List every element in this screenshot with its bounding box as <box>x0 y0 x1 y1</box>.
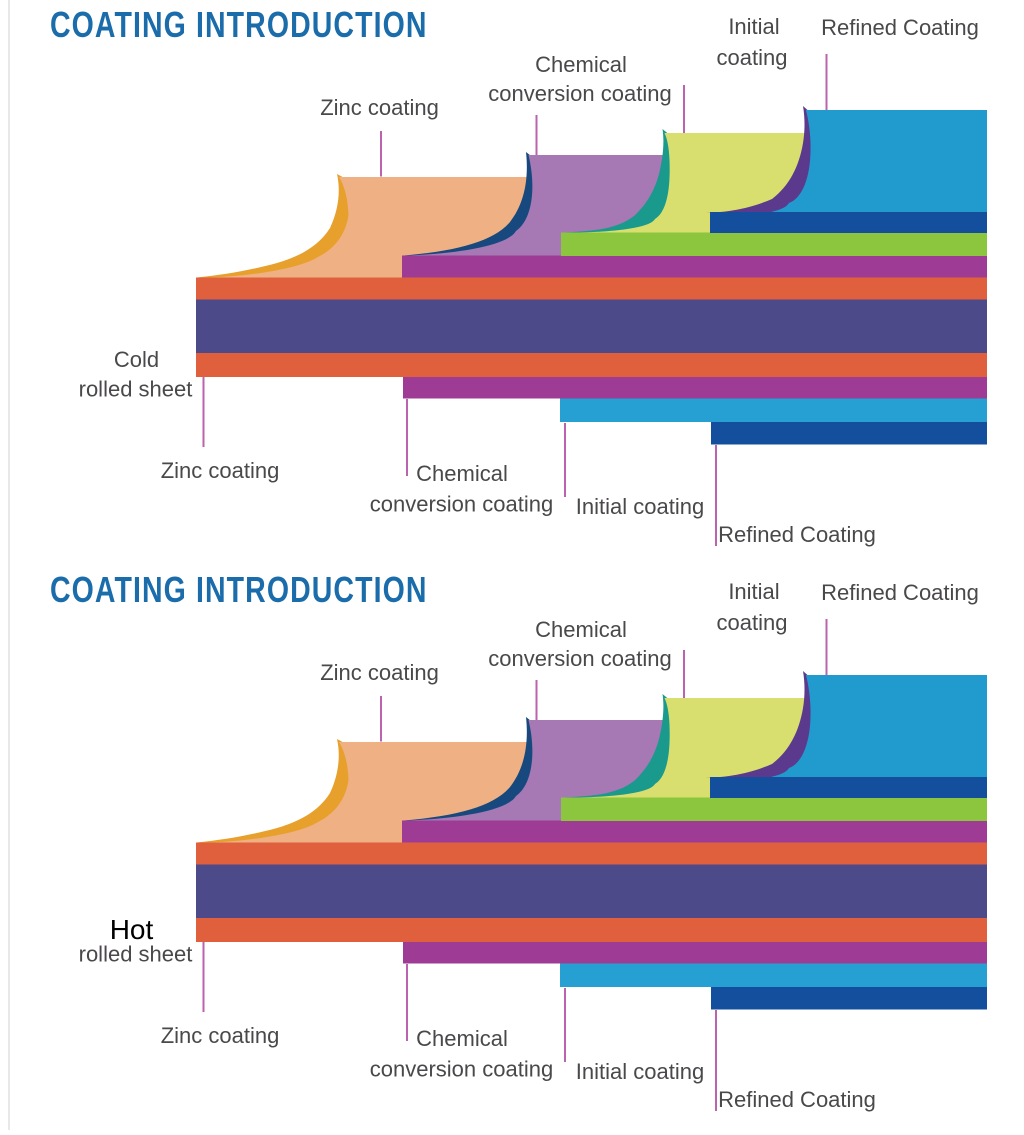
svg-text:Hot: Hot <box>110 914 154 945</box>
svg-text:Cold: Cold <box>114 347 159 372</box>
